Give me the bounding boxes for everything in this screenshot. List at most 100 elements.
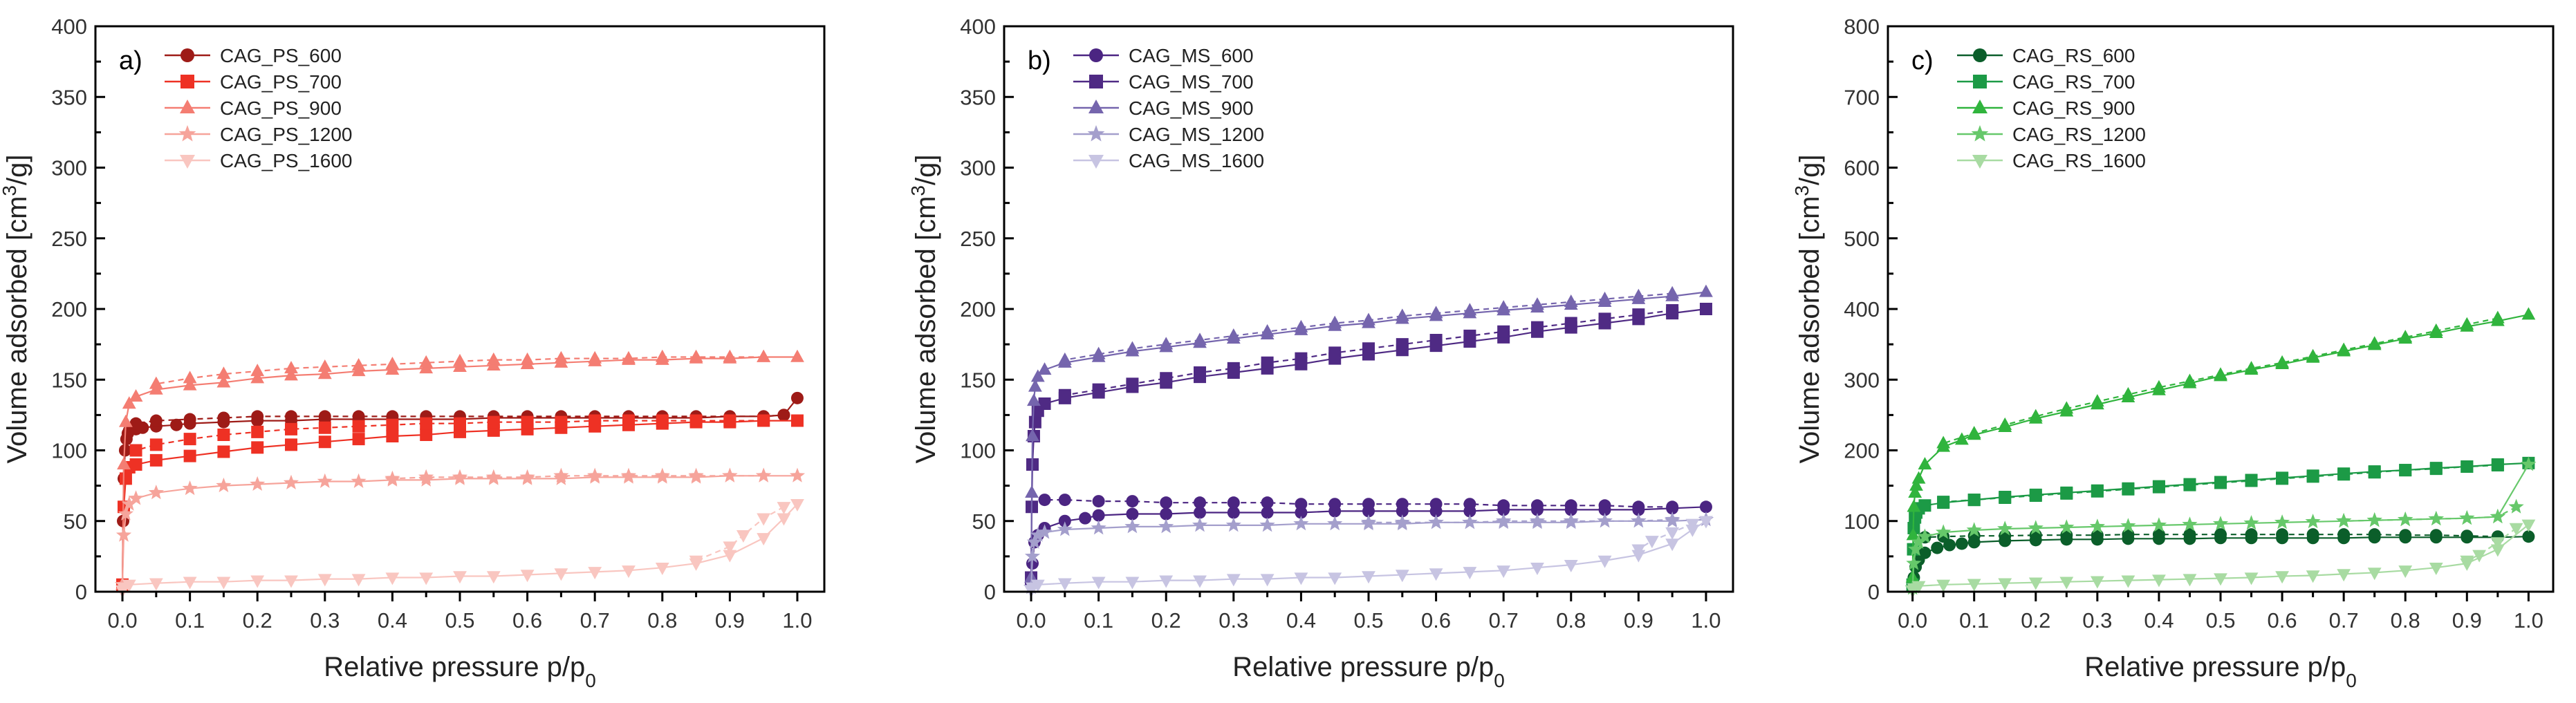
data-point [1908, 541, 1924, 556]
data-point [1429, 306, 1443, 319]
chart-panel-3: 0 100 200 300 400 500 600 700 800 0.0 0.1 0.2 0.3 0.4… [1791, 15, 2555, 691]
data-point [149, 414, 163, 427]
data-point [1295, 352, 1308, 365]
series-CAG_MS_900 [1024, 284, 1713, 583]
data-point [1931, 541, 1944, 554]
data-point [2029, 489, 2042, 502]
series-CAG_PS_1200 [114, 467, 806, 592]
panel-label: c) [1911, 46, 1934, 75]
data-point [1644, 536, 1659, 549]
y-tick-label: 200 [51, 297, 87, 321]
data-point [1360, 514, 1377, 529]
data-point [723, 550, 737, 563]
data-point [2276, 472, 2289, 485]
data-point [352, 433, 365, 446]
x-tick-label: 0.0 [1898, 608, 1927, 632]
data-point [2490, 310, 2505, 324]
data-point [2522, 530, 2535, 543]
data-point [1028, 415, 1041, 429]
data-point [2428, 511, 2444, 526]
x-tick-label: 0.5 [1353, 608, 1383, 632]
legend-label: CAG_MS_700 [1129, 71, 1254, 93]
data-point [129, 388, 143, 402]
data-point [1395, 308, 1409, 321]
x-tick-label: 0.5 [445, 608, 474, 632]
data-point [250, 371, 265, 384]
data-point [2245, 528, 2258, 541]
data-point [2091, 529, 2104, 542]
data-point [1497, 325, 1510, 338]
x-tick-label: 0.0 [107, 608, 137, 632]
legend-label: CAG_MS_600 [1129, 45, 1254, 66]
data-point [1058, 514, 1071, 527]
data-point [1091, 577, 1106, 590]
data-point [1598, 312, 1611, 326]
data-point [620, 467, 637, 482]
data-point [1907, 499, 1921, 512]
data-point [588, 350, 602, 364]
series-line-adsorption [1030, 520, 1707, 591]
series-line-desorption [392, 475, 764, 480]
data-point [689, 414, 703, 427]
data-point [1193, 332, 1207, 346]
series-CAG_PS_900 [115, 349, 804, 590]
data-point [285, 410, 298, 423]
data-point [1091, 346, 1106, 359]
data-point [756, 467, 772, 482]
data-point [1906, 527, 1920, 541]
data-point [217, 411, 230, 424]
legend-marker [1973, 48, 1987, 62]
data-point [170, 418, 183, 431]
y-tick-label: 800 [1844, 15, 1880, 39]
y-tick-label: 50 [972, 509, 996, 534]
data-point [1024, 548, 1041, 563]
data-point [2305, 514, 2321, 529]
data-point [1159, 337, 1174, 350]
data-point [1037, 362, 1052, 375]
y-tick-label: 0 [984, 580, 996, 604]
data-point [118, 505, 133, 521]
data-point [1665, 512, 1680, 527]
data-point [1463, 498, 1476, 511]
data-point [1463, 329, 1476, 342]
data-point [689, 555, 703, 568]
data-point [129, 458, 142, 471]
data-point [554, 350, 568, 364]
x-tick-label: 0.1 [1959, 608, 1989, 632]
data-point [1226, 574, 1241, 587]
data-point [318, 410, 331, 423]
data-point [351, 473, 367, 488]
data-point [2183, 478, 2196, 491]
data-point [251, 425, 264, 438]
data-point [1192, 517, 1208, 532]
data-point [1125, 577, 1140, 590]
data-point [1999, 491, 2012, 505]
series-CAG_MS_700 [1025, 303, 1712, 584]
data-point [2460, 317, 2474, 330]
data-point [622, 350, 636, 364]
data-point [1631, 513, 1647, 528]
data-point [723, 414, 736, 427]
data-point [1260, 574, 1275, 587]
x-tick-label: 0.9 [715, 608, 745, 632]
data-point [250, 364, 265, 377]
data-point [1126, 377, 1139, 391]
data-point [1632, 500, 1645, 514]
data-point [2089, 518, 2105, 534]
data-point [1194, 496, 1207, 509]
data-point [757, 533, 771, 546]
data-point [1598, 499, 1611, 512]
data-point [757, 414, 770, 427]
y-tick-label: 50 [64, 509, 87, 534]
y-axis-title: Volume adsorbed [cm3/g] [0, 155, 33, 464]
data-point [2090, 394, 2104, 407]
data-point [1126, 507, 1139, 521]
data-point [284, 361, 298, 374]
data-point [420, 429, 433, 442]
data-point [519, 469, 535, 484]
data-point [2183, 373, 2197, 386]
data-point [790, 499, 804, 512]
data-point [1918, 546, 1931, 559]
data-point [2398, 512, 2413, 527]
